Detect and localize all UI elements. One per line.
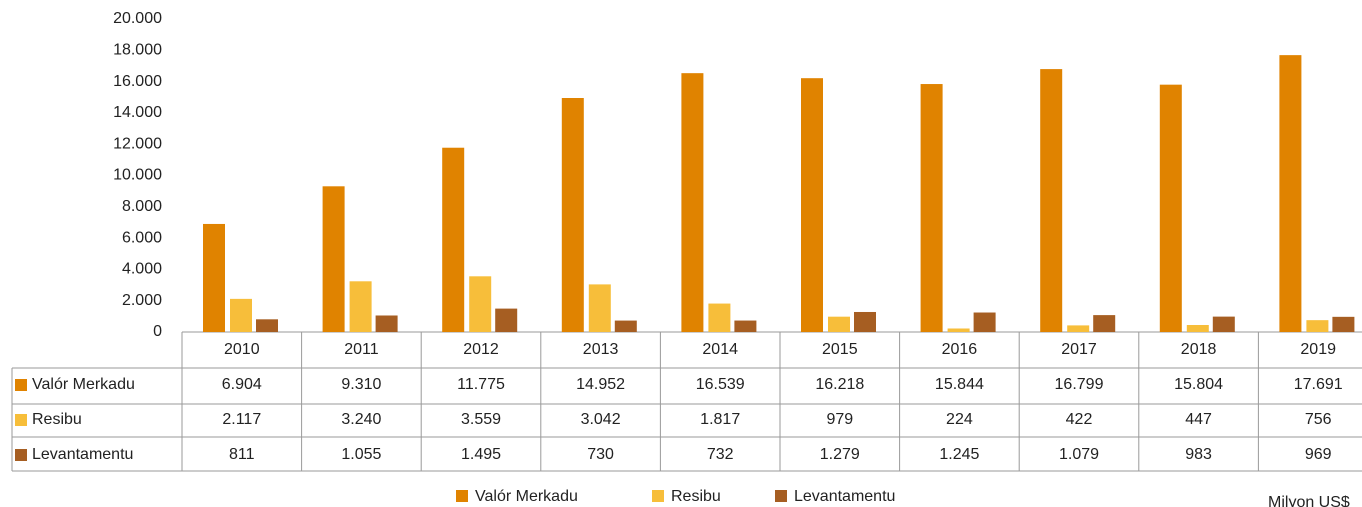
table-cell: 3.240 (341, 411, 381, 428)
bar (708, 303, 731, 332)
x-tick-label: 2010 (224, 341, 260, 358)
table-cell: 2.117 (222, 411, 261, 428)
table-cell: 11.775 (457, 376, 505, 393)
table-cell: 16.539 (696, 376, 745, 393)
y-tick-label: 12.000 (113, 135, 162, 152)
table-cell: 14.952 (576, 376, 625, 393)
table-cell: 1.279 (820, 446, 860, 463)
x-tick-label: 2014 (702, 341, 738, 358)
legend-swatch (15, 379, 27, 391)
y-tick-label: 6.000 (122, 229, 162, 246)
table-cell: 6.904 (222, 376, 262, 393)
bar (375, 315, 398, 332)
table-cell: 1.817 (700, 411, 740, 428)
table-cell: 811 (229, 446, 255, 463)
table-cell: 756 (1305, 411, 1332, 428)
table-cell: 17.691 (1294, 376, 1343, 393)
bar (1040, 69, 1063, 333)
x-tick-label: 2019 (1300, 341, 1336, 358)
table-cell: 3.042 (581, 411, 621, 428)
bar (203, 223, 225, 332)
bar (588, 284, 611, 332)
legend-swatch (456, 490, 468, 502)
y-tick-label: 2.000 (122, 292, 162, 309)
table-row-label: Resibu (32, 411, 82, 428)
table-cell: 422 (1066, 411, 1093, 428)
table-cell: 1.495 (461, 446, 501, 463)
bar (1279, 55, 1302, 332)
x-tick-label: 2017 (1061, 341, 1097, 358)
bar (256, 319, 278, 332)
legend-swatch (15, 449, 27, 461)
bar (734, 320, 757, 332)
table-cell: 9.310 (341, 376, 381, 393)
table-cell: 1.055 (341, 446, 381, 463)
table-cell: 224 (946, 411, 973, 428)
table-cell: 16.218 (815, 376, 864, 393)
unit-note: Milyon US$ (1268, 494, 1350, 507)
x-tick-label: 2016 (942, 341, 978, 358)
y-tick-label: 10.000 (113, 167, 162, 184)
y-tick-label: 20.000 (113, 10, 162, 27)
legend-swatch (775, 490, 787, 502)
y-tick-label: 14.000 (113, 104, 162, 121)
bar (920, 84, 943, 332)
bar (1186, 325, 1209, 332)
y-tick-label: 18.000 (113, 42, 162, 59)
bar (681, 73, 704, 333)
table-cell: 1.079 (1059, 446, 1099, 463)
table-cell: 447 (1185, 411, 1212, 428)
table-cell: 983 (1185, 446, 1212, 463)
bar (561, 98, 584, 333)
bar (495, 308, 518, 332)
x-tick-label: 2013 (583, 341, 619, 358)
x-tick-label: 2012 (463, 341, 499, 358)
bar (322, 186, 345, 332)
table-cell: 15.804 (1174, 376, 1223, 393)
table-cell: 15.844 (935, 376, 984, 393)
legend-swatch (652, 490, 664, 502)
table-cell: 1.245 (939, 446, 979, 463)
table-cell: 730 (587, 446, 614, 463)
bar (442, 147, 465, 332)
bar (1093, 315, 1116, 332)
bar (1306, 320, 1329, 332)
bar (614, 320, 637, 332)
table-cell: 3.559 (461, 411, 501, 428)
x-tick-label: 2015 (822, 341, 858, 358)
table-cell: 969 (1305, 446, 1332, 463)
legend-label: Valór Merkadu (475, 488, 578, 505)
bar (469, 276, 492, 332)
bar (973, 312, 996, 332)
legend-label: Resibu (671, 488, 721, 505)
bar (1067, 325, 1090, 332)
y-tick-label: 16.000 (113, 73, 162, 90)
y-tick-label: 4.000 (122, 261, 162, 278)
bar (1159, 84, 1182, 333)
bar (854, 311, 876, 332)
legend-label: Levantamentu (794, 488, 895, 505)
y-tick-label: 0 (153, 323, 162, 340)
x-tick-label: 2011 (344, 341, 379, 358)
table-cell: 732 (707, 446, 734, 463)
bar (1332, 316, 1355, 332)
bar (230, 298, 252, 332)
bar (801, 78, 823, 333)
bar (1212, 316, 1235, 332)
bar (828, 316, 850, 332)
table-row-label: Levantamentu (32, 446, 133, 463)
table-cell: 979 (826, 411, 853, 428)
bar (947, 328, 970, 332)
y-tick-label: 8.000 (122, 198, 162, 215)
table-cell: 16.799 (1055, 376, 1104, 393)
x-tick-label: 2018 (1181, 341, 1217, 358)
bar (349, 281, 372, 332)
legend-swatch (15, 414, 27, 426)
table-row-label: Valór Merkadu (32, 376, 135, 393)
